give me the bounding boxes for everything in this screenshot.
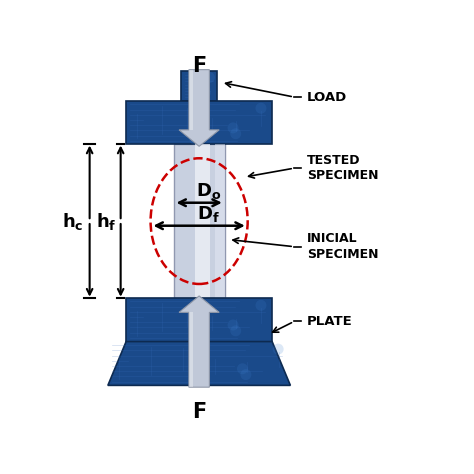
- Circle shape: [230, 325, 241, 336]
- Bar: [126, 100, 272, 145]
- Circle shape: [193, 91, 204, 101]
- Text: LOAD: LOAD: [307, 91, 347, 103]
- Text: $\mathbf{h_c}$: $\mathbf{h_c}$: [63, 210, 84, 232]
- Circle shape: [255, 103, 266, 114]
- Bar: [194, 145, 210, 298]
- Polygon shape: [108, 342, 291, 385]
- Polygon shape: [189, 312, 193, 387]
- Polygon shape: [189, 70, 193, 130]
- Circle shape: [273, 344, 283, 355]
- Bar: [181, 72, 218, 100]
- Text: $\mathbf{D_o}$: $\mathbf{D_o}$: [196, 181, 221, 201]
- Text: PLATE: PLATE: [307, 315, 353, 328]
- Circle shape: [200, 87, 211, 98]
- Circle shape: [228, 319, 238, 330]
- Circle shape: [204, 72, 215, 83]
- Text: INICIAL
SPECIMEN: INICIAL SPECIMEN: [307, 232, 378, 261]
- Circle shape: [189, 331, 200, 342]
- Circle shape: [255, 300, 266, 311]
- Circle shape: [228, 122, 238, 133]
- Circle shape: [188, 374, 199, 385]
- Text: F: F: [192, 56, 206, 76]
- Text: F: F: [192, 401, 206, 422]
- Circle shape: [237, 363, 248, 374]
- Bar: [173, 145, 225, 298]
- Text: $\mathbf{h_f}$: $\mathbf{h_f}$: [96, 210, 117, 232]
- Circle shape: [240, 369, 251, 380]
- Circle shape: [189, 134, 200, 145]
- Circle shape: [230, 128, 241, 139]
- Polygon shape: [179, 70, 219, 146]
- Text: TESTED
SPECIMEN: TESTED SPECIMEN: [307, 154, 378, 182]
- Circle shape: [199, 84, 210, 95]
- Text: $\mathbf{D_f}$: $\mathbf{D_f}$: [197, 204, 219, 224]
- Bar: [126, 298, 272, 342]
- Polygon shape: [179, 296, 219, 387]
- Bar: [216, 145, 225, 298]
